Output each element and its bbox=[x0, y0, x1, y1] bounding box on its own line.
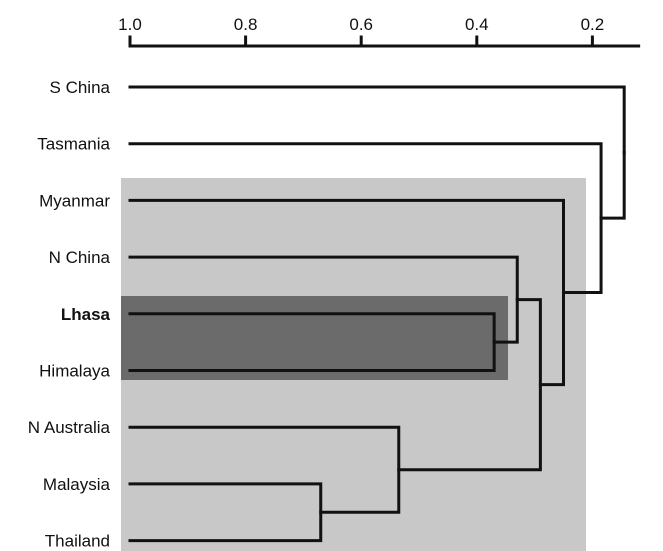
leaf-label-tasmania: Tasmania bbox=[37, 135, 110, 154]
leaf-label-nchina: N China bbox=[49, 248, 111, 267]
leaf-label-lhasa: Lhasa bbox=[61, 305, 111, 324]
axis-tick-label: 0.6 bbox=[349, 15, 373, 34]
leaf-label-schina: S China bbox=[50, 78, 111, 97]
leaf-label-myanmar: Myanmar bbox=[39, 191, 110, 210]
axis-tick-label: 0.8 bbox=[234, 15, 258, 34]
leaf-labels: S China Tasmania Myanmar N China Lhasa Himala… bbox=[28, 78, 111, 551]
leaf-label-naustralia: N Australia bbox=[28, 418, 111, 437]
leaf-label-thailand: Thailand bbox=[45, 532, 110, 551]
axis-tick-label: 1.0 bbox=[118, 15, 142, 34]
leaf-label-malaysia: Malaysia bbox=[43, 475, 111, 494]
leaf-label-himalaya: Himalaya bbox=[39, 362, 110, 381]
scale-axis: 1.0 0.8 0.6 0.4 0.2 bbox=[118, 15, 641, 48]
axis-tick-label: 0.4 bbox=[465, 15, 489, 34]
dendrogram-branches bbox=[128, 85, 626, 543]
axis-tick-label: 0.2 bbox=[581, 15, 605, 34]
highlight-box-inner bbox=[121, 296, 508, 380]
